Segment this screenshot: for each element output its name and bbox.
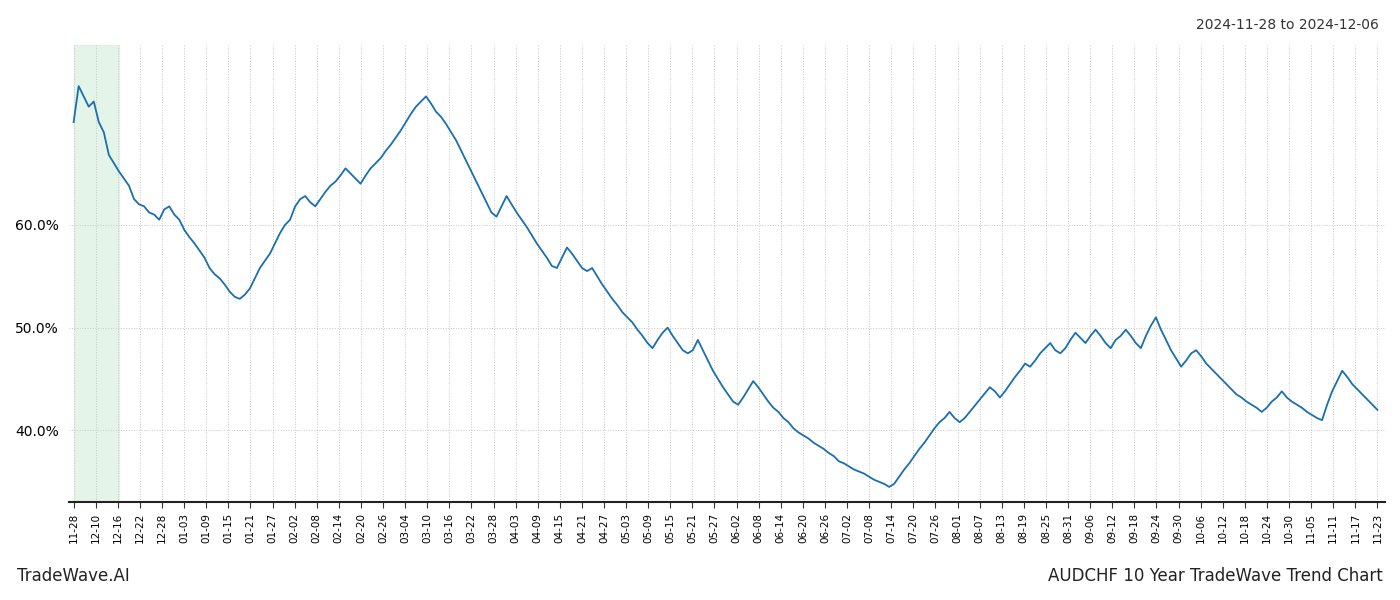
Text: TradeWave.AI: TradeWave.AI [17,567,130,585]
Text: 2024-11-28 to 2024-12-06: 2024-11-28 to 2024-12-06 [1196,18,1379,32]
Bar [74,45,119,502]
Text: AUDCHF 10 Year TradeWave Trend Chart: AUDCHF 10 Year TradeWave Trend Chart [1049,567,1383,585]
